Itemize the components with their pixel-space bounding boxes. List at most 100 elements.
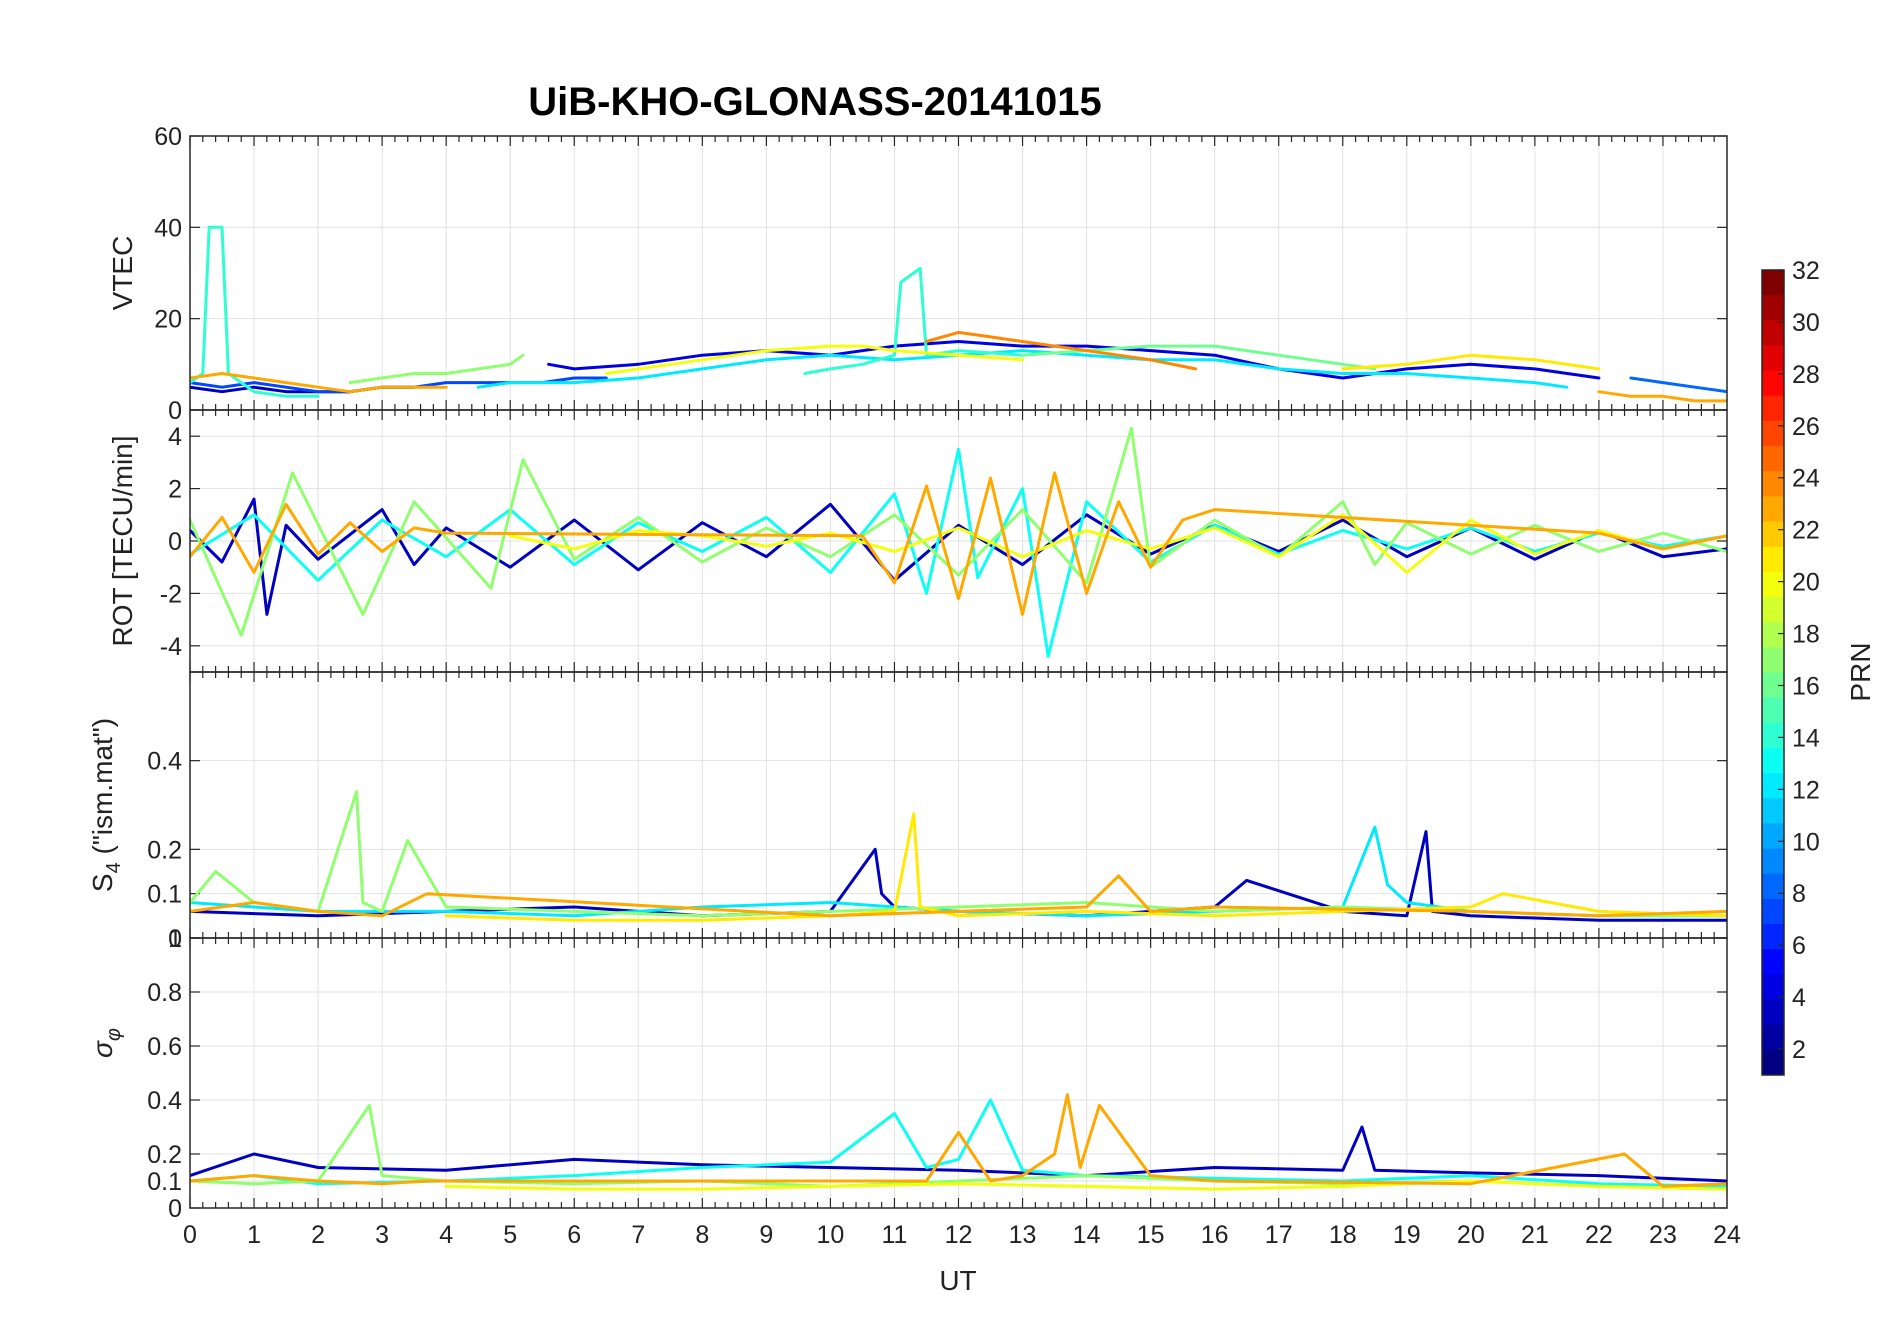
colorbar-swatch	[1762, 823, 1784, 850]
series-line-prn-23	[190, 1093, 1727, 1188]
colorbar-label: PRN	[1845, 642, 1876, 701]
colorbar-tick-label: 22	[1792, 517, 1820, 545]
x-tick-label: 19	[1393, 1221, 1421, 1249]
colorbar-swatch	[1762, 345, 1784, 372]
colorbar-swatch	[1762, 924, 1784, 950]
colorbar-swatch	[1762, 471, 1784, 497]
y-tick-label: 2	[168, 476, 182, 504]
y-tick-label: 0.1	[147, 881, 182, 909]
colorbar-tick-label: 32	[1792, 257, 1820, 285]
series-line-prn-17	[348, 353, 525, 385]
colorbar-swatch	[1762, 747, 1784, 774]
x-tick-label: 0	[183, 1221, 197, 1249]
series-line-prn-21	[444, 812, 1727, 922]
series-group	[190, 225, 1727, 403]
x-tick-label: 7	[631, 1221, 645, 1249]
series-line-prn-23	[190, 471, 1727, 616]
series-line-prn-8	[1629, 376, 1727, 394]
series-line-prn-3	[190, 497, 1727, 616]
y-tick-label: 1	[168, 925, 182, 953]
y-axis-label: σφ	[87, 1028, 125, 1058]
x-tick-label: 2	[311, 1221, 325, 1249]
series-line-prn-14	[190, 225, 320, 398]
y-tick-label: 0.2	[147, 1141, 182, 1169]
colorbar-tick-label: 2	[1792, 1036, 1806, 1064]
series-group	[190, 426, 1727, 658]
y-tick-label: 0.4	[147, 1087, 182, 1115]
y-tick-label: 0	[168, 925, 182, 953]
colorbar-swatch	[1762, 395, 1784, 422]
colorbar-swatch	[1762, 295, 1784, 321]
colorbar-swatch	[1762, 1024, 1784, 1051]
x-tick-label: 3	[375, 1221, 389, 1249]
colorbar-swatch	[1762, 999, 1784, 1026]
panel-frame	[189, 937, 1728, 1209]
series-line-prn-23	[190, 372, 448, 394]
colorbar-tick-label: 8	[1792, 880, 1806, 908]
colorbar-swatch	[1762, 420, 1784, 447]
colorbar-swatch	[1762, 370, 1784, 397]
x-tick-label: 22	[1585, 1221, 1613, 1249]
colorbar-tick-label: 30	[1792, 309, 1820, 337]
series-group	[190, 790, 1727, 922]
colorbar-tick-label: 14	[1792, 724, 1820, 752]
x-tick-label: 11	[881, 1221, 907, 1249]
colorbar-swatch	[1762, 270, 1784, 296]
series-line-prn-20	[508, 513, 1727, 574]
y-tick-label: 0.8	[147, 979, 182, 1007]
colorbar-tick-label: 26	[1792, 413, 1820, 441]
colorbar-tick-label: 4	[1792, 984, 1806, 1012]
y-tick-label: 60	[154, 123, 182, 151]
x-tick-label: 14	[1073, 1221, 1101, 1249]
y-tick-label: 20	[154, 306, 182, 334]
colorbar-swatch	[1762, 320, 1784, 346]
x-tick-label: 21	[1521, 1221, 1549, 1249]
colorbar-swatch	[1762, 697, 1784, 724]
y-tick-label: 0.1	[147, 1168, 182, 1196]
colorbar-tick-label: 16	[1792, 672, 1820, 700]
series-line-prn-12	[476, 349, 1569, 389]
colorbar-swatch	[1762, 521, 1784, 548]
x-tick-label: 9	[759, 1221, 773, 1249]
y-tick-label: 0	[168, 528, 182, 556]
x-tick-label: 16	[1201, 1221, 1229, 1249]
y-axis-label: S4 ("ism.mat")	[87, 718, 125, 892]
x-tick-label: 17	[1265, 1221, 1293, 1249]
colorbar-tick-label: 10	[1792, 828, 1820, 856]
x-tick-label: 8	[695, 1221, 709, 1249]
colorbar-swatch	[1762, 496, 1784, 523]
colorbar-swatch	[1762, 546, 1784, 573]
colorbar-tick-label: 20	[1792, 569, 1820, 597]
x-tick-label: 18	[1329, 1221, 1357, 1249]
colorbar-swatch	[1762, 773, 1784, 799]
y-tick-label: 0	[168, 397, 182, 425]
x-axis-label: UT	[939, 1265, 976, 1296]
y-tick-label: -4	[160, 633, 182, 661]
x-tick-label: 12	[945, 1221, 973, 1249]
colorbar-swatch	[1762, 873, 1784, 900]
x-tick-label: 24	[1713, 1221, 1741, 1249]
x-tick-label: 6	[567, 1221, 581, 1249]
x-tick-label: 20	[1457, 1221, 1485, 1249]
colorbar-swatch	[1762, 898, 1784, 925]
colorbar-swatch	[1762, 647, 1784, 673]
colorbar-swatch	[1762, 848, 1784, 875]
colorbar-tick-label: 24	[1792, 465, 1820, 493]
series-line-prn-24	[925, 330, 1197, 371]
x-tick-label: 15	[1137, 1221, 1165, 1249]
x-tick-label: 23	[1649, 1221, 1677, 1249]
colorbar-swatch	[1762, 622, 1784, 648]
series-line-prn-12	[190, 825, 1727, 918]
colorbar-frame	[1761, 269, 1785, 1076]
y-axis-label: VTEC	[107, 236, 138, 311]
colorbar-swatch	[1762, 446, 1784, 472]
series-line-prn-20	[604, 344, 1024, 375]
y-tick-label: 4	[168, 423, 182, 451]
y-tick-label: -2	[160, 580, 182, 608]
colorbar-tick-label: 18	[1792, 621, 1820, 649]
x-tick-label: 10	[817, 1221, 845, 1249]
